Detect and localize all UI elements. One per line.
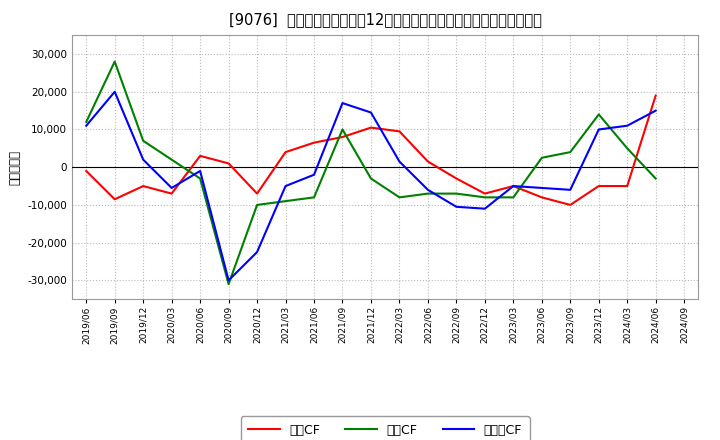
投資CF [110, 59, 119, 64]
営業CF [366, 125, 375, 130]
Title: [9076]  キャッシュフローの12か月移動合計の対前年同期増減額の推移: [9076] キャッシュフローの12か月移動合計の対前年同期増減額の推移 [229, 12, 541, 27]
営業CF [338, 134, 347, 139]
Line: 投資CF: 投資CF [86, 62, 656, 284]
営業CF [452, 176, 461, 181]
フリーCF [253, 249, 261, 255]
投資CF [595, 112, 603, 117]
営業CF [537, 195, 546, 200]
Legend: 営業CF, 投資CF, フリーCF: 営業CF, 投資CF, フリーCF [240, 416, 530, 440]
投資CF [338, 127, 347, 132]
営業CF [167, 191, 176, 196]
営業CF [566, 202, 575, 208]
営業CF [480, 191, 489, 196]
投資CF [139, 138, 148, 143]
営業CF [595, 183, 603, 189]
投資CF [652, 176, 660, 181]
投資CF [282, 198, 290, 204]
フリーCF [225, 278, 233, 283]
フリーCF [196, 169, 204, 174]
フリーCF [110, 89, 119, 95]
フリーCF [167, 185, 176, 191]
フリーCF [338, 100, 347, 106]
フリーCF [282, 183, 290, 189]
フリーCF [366, 110, 375, 115]
投資CF [395, 195, 404, 200]
営業CF [82, 169, 91, 174]
営業CF [139, 183, 148, 189]
営業CF [110, 197, 119, 202]
投資CF [196, 176, 204, 181]
営業CF [282, 150, 290, 155]
フリーCF [537, 185, 546, 191]
投資CF [366, 176, 375, 181]
Y-axis label: （百万円）: （百万円） [9, 150, 22, 185]
フリーCF [595, 127, 603, 132]
営業CF [652, 93, 660, 98]
投資CF [566, 150, 575, 155]
営業CF [395, 129, 404, 134]
フリーCF [82, 123, 91, 128]
投資CF [509, 195, 518, 200]
営業CF [423, 159, 432, 164]
投資CF [167, 157, 176, 162]
フリーCF [566, 187, 575, 192]
営業CF [225, 161, 233, 166]
Line: 営業CF: 営業CF [86, 95, 656, 205]
投資CF [480, 195, 489, 200]
投資CF [537, 155, 546, 161]
営業CF [509, 183, 518, 189]
投資CF [225, 282, 233, 287]
投資CF [82, 119, 91, 125]
フリーCF [652, 108, 660, 113]
フリーCF [395, 159, 404, 164]
フリーCF [139, 157, 148, 162]
投資CF [452, 191, 461, 196]
フリーCF [423, 187, 432, 192]
フリーCF [623, 123, 631, 128]
投資CF [423, 191, 432, 196]
営業CF [253, 191, 261, 196]
営業CF [196, 153, 204, 158]
フリーCF [480, 206, 489, 211]
Line: フリーCF: フリーCF [86, 92, 656, 280]
フリーCF [452, 204, 461, 209]
投資CF [310, 195, 318, 200]
営業CF [623, 183, 631, 189]
フリーCF [509, 183, 518, 189]
フリーCF [310, 172, 318, 177]
投資CF [253, 202, 261, 208]
営業CF [310, 140, 318, 145]
投資CF [623, 146, 631, 151]
